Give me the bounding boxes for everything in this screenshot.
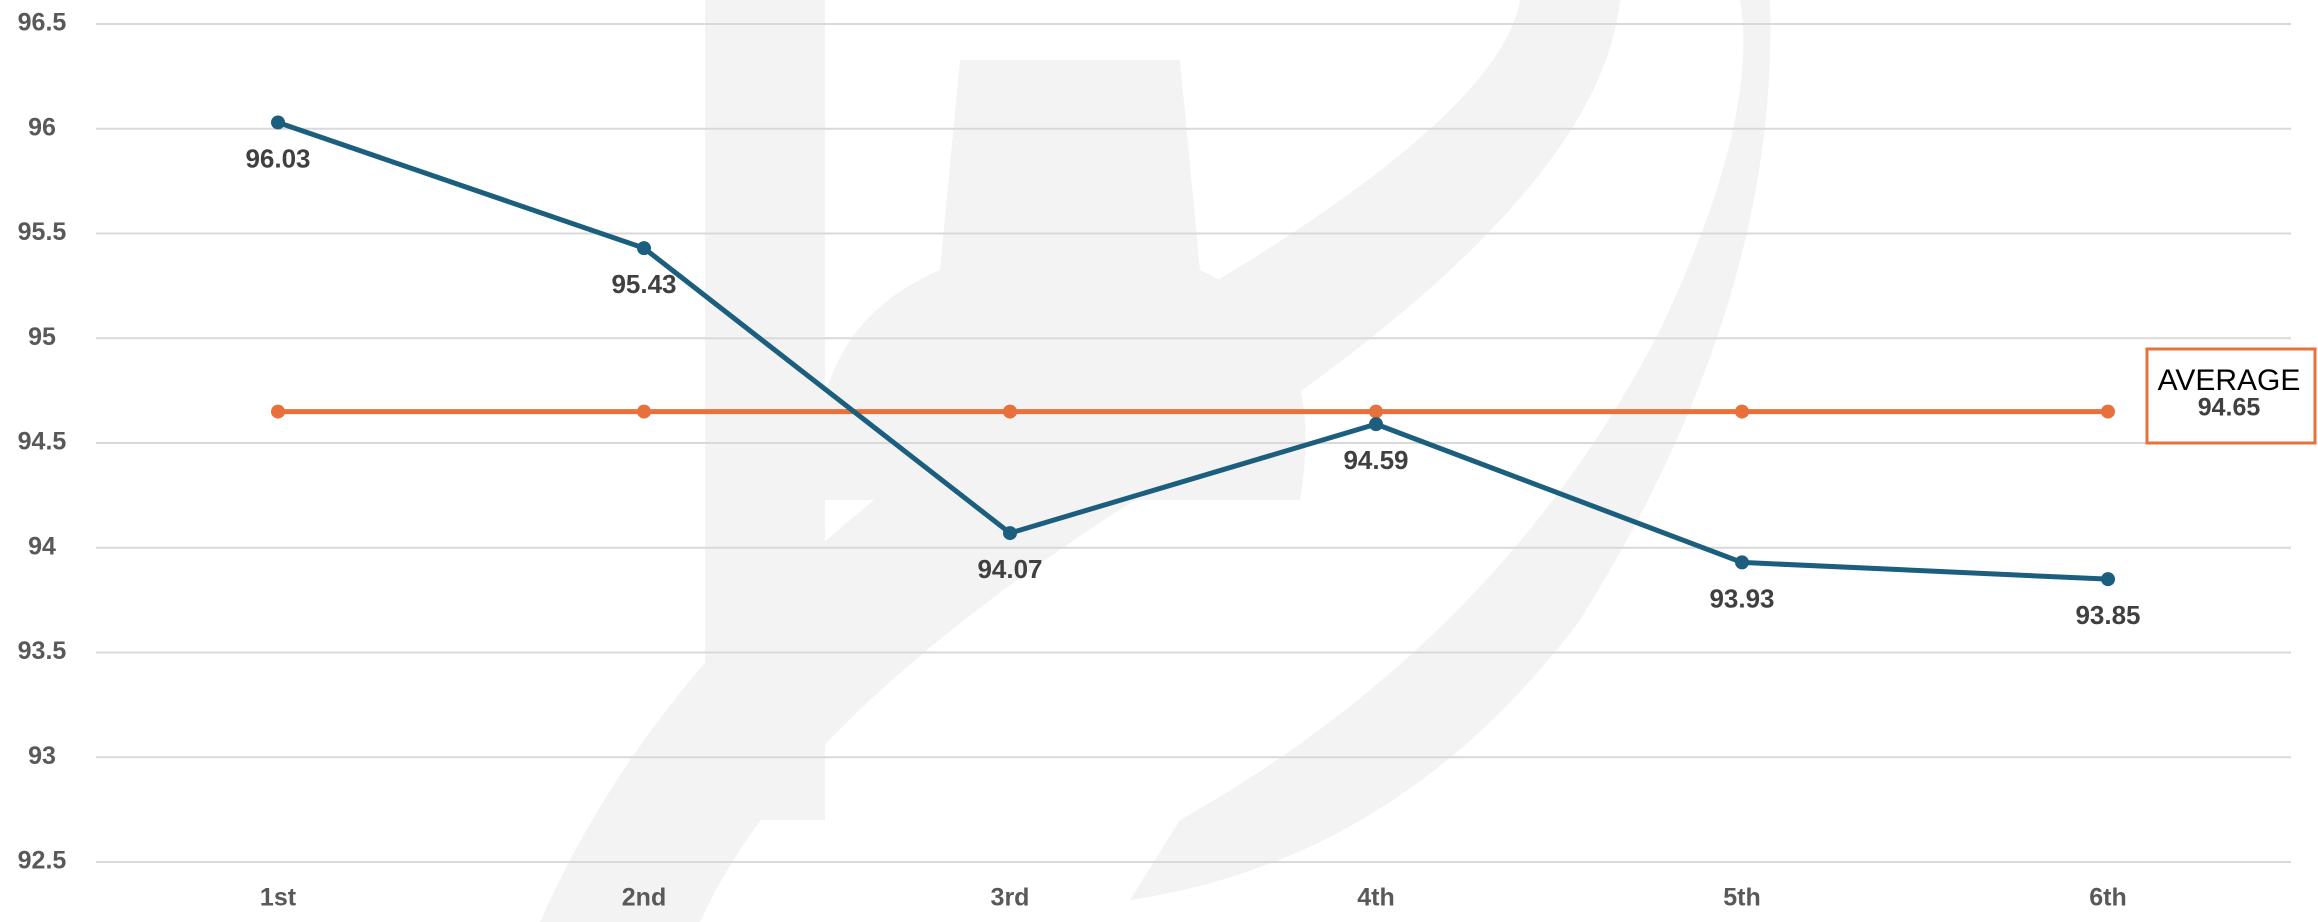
marker xyxy=(1369,417,1383,432)
marker xyxy=(637,404,651,419)
data-label: 96.03 xyxy=(245,143,310,173)
y-tick-label: 93 xyxy=(28,742,56,770)
x-tick-label: 1st xyxy=(260,884,297,912)
callout-title: AVERAGE xyxy=(2158,364,2301,397)
series-line xyxy=(277,120,2109,582)
marker xyxy=(1735,555,1749,570)
watermark-shape xyxy=(1130,0,1771,900)
watermark xyxy=(540,0,1771,922)
y-tick-label: 95.5 xyxy=(18,218,67,246)
marker xyxy=(637,241,651,256)
x-tick-label: 4th xyxy=(1357,884,1395,912)
x-tick-label: 6th xyxy=(2089,884,2127,912)
data-label: 94.59 xyxy=(1343,445,1408,475)
average-callout: AVERAGE 94.65 xyxy=(2145,347,2317,445)
data-label: 94.07 xyxy=(977,554,1042,584)
x-tick-label: 2nd xyxy=(622,884,666,912)
y-tick-label: 96.5 xyxy=(18,9,67,37)
marker xyxy=(1003,526,1017,541)
y-tick-label: 94.5 xyxy=(18,428,67,456)
marker xyxy=(1735,404,1749,419)
y-tick-label: 96 xyxy=(28,113,56,141)
y-tick-label: 93.5 xyxy=(18,637,67,665)
callout-value: 94.65 xyxy=(2198,394,2261,422)
marker xyxy=(1369,404,1383,419)
x-tick-label: 5th xyxy=(1723,884,1761,912)
marker xyxy=(2101,404,2115,419)
marker xyxy=(271,404,285,419)
marker xyxy=(1003,404,1017,419)
marker xyxy=(2101,572,2115,587)
data-label: 93.93 xyxy=(1709,583,1774,613)
y-tick-label: 95 xyxy=(28,323,56,351)
x-tick-label: 3rd xyxy=(991,884,1030,912)
callout-box xyxy=(2145,347,2317,445)
marker xyxy=(271,115,285,130)
data-label: 93.85 xyxy=(2075,600,2140,630)
y-tick-label: 94 xyxy=(28,532,56,560)
grid: 92.5 93 93.5 94 94.5 95 95.5 96 96.5 1st 2nd 3rd 4th… xyxy=(18,9,2291,912)
plot: 96.03 95.43 94.07 94.59 93.93 93.85 xyxy=(245,115,2141,630)
y-tick-label: 92.5 xyxy=(18,847,67,875)
watermark-shape xyxy=(540,0,1620,922)
data-label: 95.43 xyxy=(611,269,676,299)
